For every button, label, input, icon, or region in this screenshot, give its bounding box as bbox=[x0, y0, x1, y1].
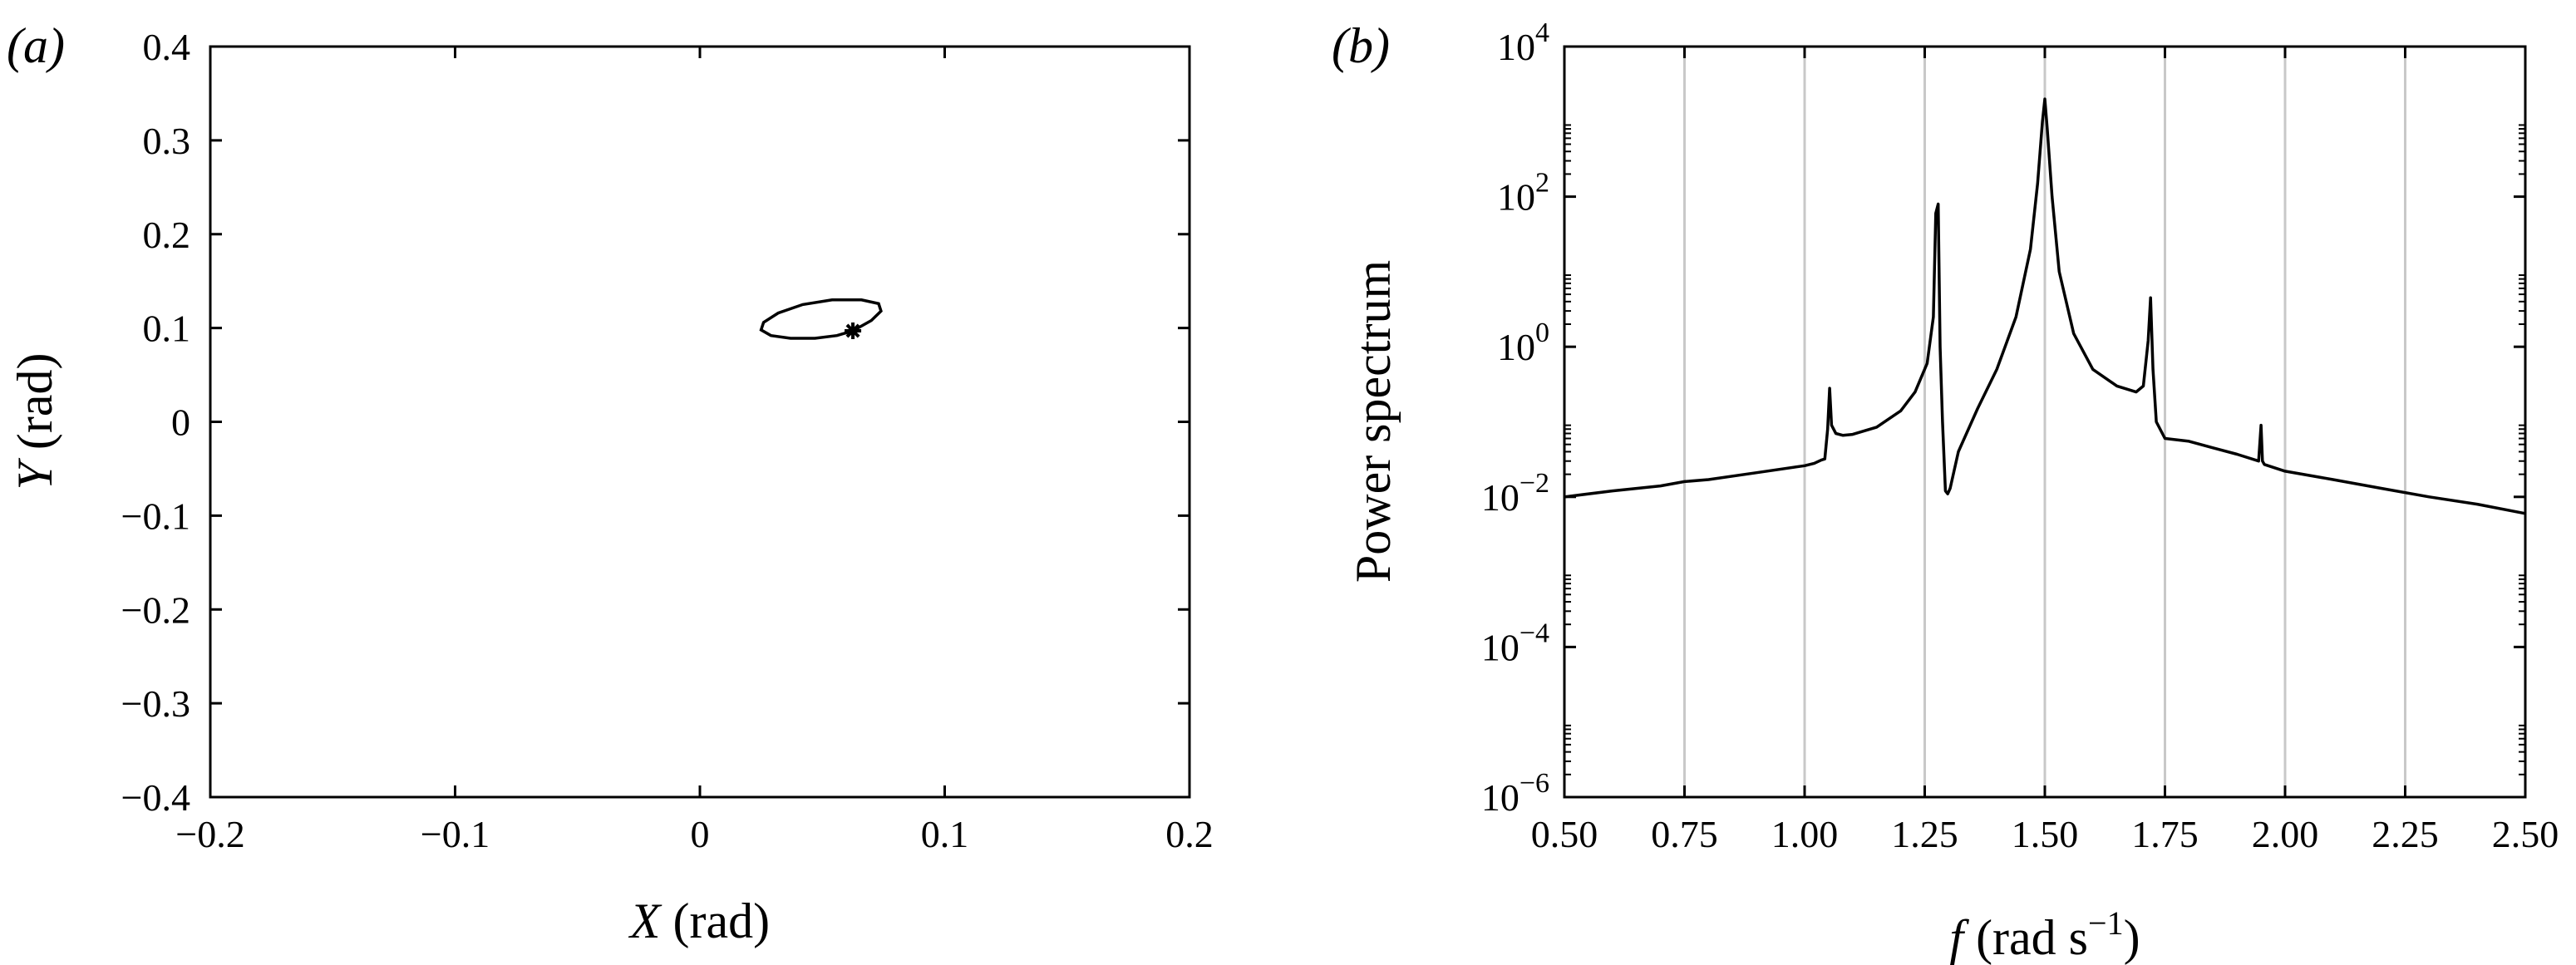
y-tick-label: 102 bbox=[1497, 168, 1549, 219]
y-tick-label: −0.4 bbox=[121, 776, 190, 819]
x-tick-label: 0.1 bbox=[921, 813, 969, 855]
panel-b: (b) 0.50 0.75 1.00 1.25 1.50 1.75 2.00 2.25 2.50… bbox=[1332, 17, 2559, 965]
x-tick-label: 2.00 bbox=[2252, 813, 2319, 855]
x-tick-label: −0.1 bbox=[421, 813, 490, 855]
asterisk-marker bbox=[845, 322, 862, 340]
panel-b-y-ticks: 10−6 10−4 10−2 100 102 104 bbox=[1481, 17, 2525, 819]
y-tick-label: 0.3 bbox=[143, 120, 191, 162]
panel-b-x-ticks: 0.50 0.75 1.00 1.25 1.50 1.75 2.00 2.25 2.50 bbox=[1531, 47, 2559, 855]
y-tick-label: 100 bbox=[1497, 318, 1549, 368]
x-tick-label: 1.25 bbox=[1891, 813, 1958, 855]
panel-b-y-axis-label: Power spectrum bbox=[1346, 260, 1401, 583]
orbit-curve bbox=[759, 298, 883, 340]
y-tick-label: 104 bbox=[1497, 17, 1549, 68]
x-tick-label: 2.25 bbox=[2372, 813, 2439, 855]
panel-b-x-unit-sup: −1 bbox=[2088, 904, 2124, 942]
x-tick-label: 0.75 bbox=[1651, 813, 1718, 855]
x-tick-label: 0.2 bbox=[1165, 813, 1214, 855]
panel-a-x-axis-label: X (rad) bbox=[628, 894, 770, 948]
x-tick-label: −0.2 bbox=[175, 813, 244, 855]
panel-b-x-axis-label: f (rad s−1) bbox=[1949, 904, 2140, 965]
panel-a-y-var: Y bbox=[7, 457, 62, 490]
y-tick-label: 10−4 bbox=[1481, 618, 1549, 668]
panel-a-frame bbox=[209, 45, 1191, 799]
marker-stroke bbox=[845, 323, 860, 338]
y-tick-label: −0.2 bbox=[121, 588, 190, 631]
x-tick-label: 1.50 bbox=[2012, 813, 2079, 855]
panel-b-gridlines bbox=[1683, 47, 2406, 797]
y-tick-label: 0.4 bbox=[143, 26, 191, 68]
panel-a-y-unit: (rad) bbox=[7, 353, 62, 463]
y-tick-label: 10−6 bbox=[1481, 768, 1549, 819]
y-tick-label: 0.2 bbox=[143, 214, 191, 256]
y-tick-label: 10−2 bbox=[1481, 468, 1549, 519]
panel-a-x-var: X bbox=[628, 894, 662, 948]
x-tick-label: 0.50 bbox=[1531, 813, 1598, 855]
panel-b-label: (b) bbox=[1332, 18, 1390, 73]
y-tick-label: 0.1 bbox=[143, 308, 191, 350]
x-tick-label: 1.75 bbox=[2131, 813, 2199, 855]
panel-a-y-axis-label: Y (rad) bbox=[7, 353, 62, 490]
y-tick-label: 0 bbox=[171, 401, 190, 444]
panel-a: (a) −0.2 −0.1 0 0.1 0.2 −0.4 −0.3 −0.2 −0.1 0 0.1… bbox=[7, 18, 1214, 948]
y-tick-label: −0.3 bbox=[121, 682, 190, 725]
panel-a-y-ticks: −0.4 −0.3 −0.2 −0.1 0 0.1 0.2 0.3 0.4 bbox=[121, 26, 1189, 819]
x-tick-label: 1.00 bbox=[1771, 813, 1839, 855]
panel-b-x-unit-close: ) bbox=[2124, 910, 2140, 965]
panel-a-x-ticks: −0.2 −0.1 0 0.1 0.2 bbox=[175, 47, 1214, 855]
y-tick-label: −0.1 bbox=[121, 495, 190, 537]
panel-a-x-unit: (rad) bbox=[661, 894, 771, 948]
panel-a-label: (a) bbox=[7, 18, 65, 73]
x-tick-label: 0 bbox=[691, 813, 710, 855]
panel-b-x-unit: (rad s bbox=[1963, 910, 2088, 965]
x-tick-label: 2.50 bbox=[2492, 813, 2559, 855]
power-spectrum-line bbox=[1564, 97, 2526, 515]
